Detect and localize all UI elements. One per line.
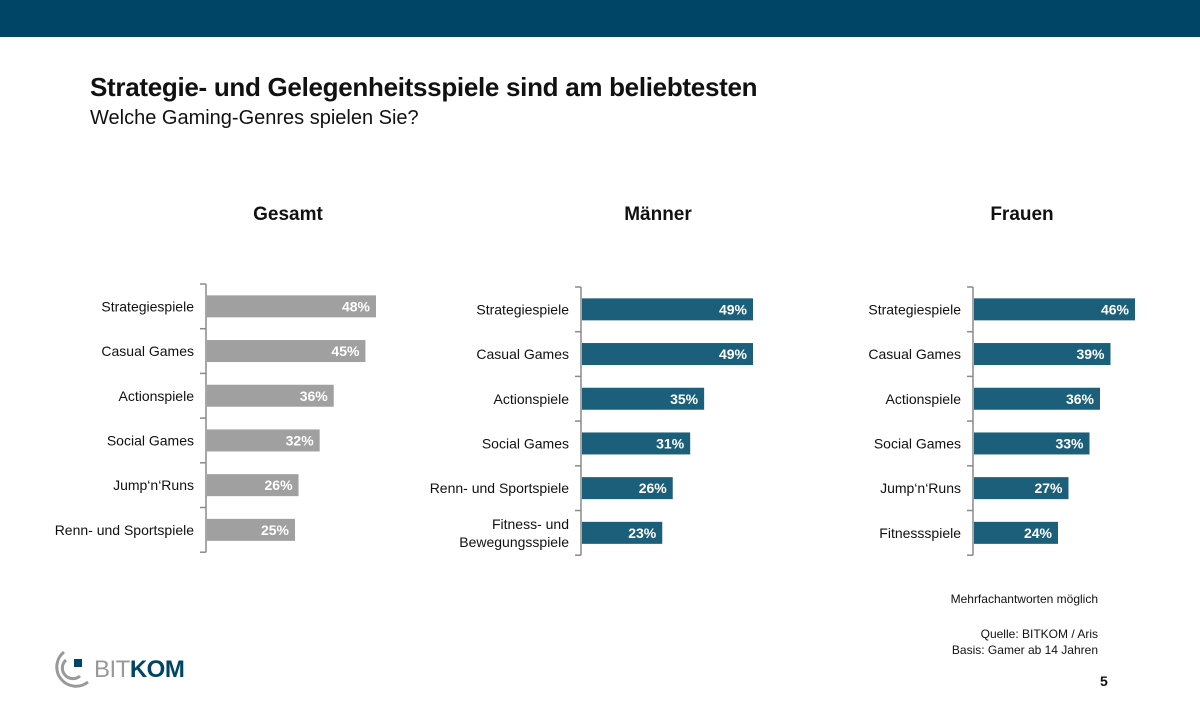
bar — [582, 387, 705, 410]
bar-value-label: 33% — [1055, 435, 1084, 451]
category-label: Casual Games — [476, 346, 569, 362]
category-label: Social Games — [874, 435, 961, 451]
bitkom-logo-icon — [55, 650, 89, 688]
bar-value-label: 39% — [1076, 346, 1105, 362]
slide-title: Strategie- und Gelegenheitsspiele sind a… — [90, 72, 758, 102]
category-label: Jump‘n‘Runs — [880, 480, 961, 496]
bar-value-label: 25% — [261, 522, 290, 538]
bar — [207, 340, 366, 363]
top-banner — [0, 0, 1200, 37]
slide-subtitle: Welche Gaming-Genres spielen Sie? — [90, 107, 419, 129]
bar-value-label: 27% — [1034, 480, 1063, 496]
bar — [974, 343, 1111, 366]
category-label: Strategiespiele — [476, 301, 569, 317]
category-label: Fitnessspiele — [879, 525, 961, 541]
bar — [974, 477, 1069, 500]
bar-value-label: 49% — [719, 346, 748, 362]
bar — [974, 432, 1090, 455]
panel-title-gesamt: Gesamt — [253, 204, 323, 225]
bar-value-label: 26% — [639, 480, 668, 496]
bar — [207, 429, 320, 452]
category-label: Renn- und Sportspiele — [55, 522, 195, 538]
bar — [207, 384, 334, 407]
bar — [207, 295, 376, 318]
bar-value-label: 24% — [1024, 525, 1053, 541]
bar-value-label: 32% — [286, 432, 315, 448]
bar-value-label: 31% — [656, 435, 685, 451]
source-note: Quelle: BITKOM / Aris — [980, 627, 1098, 641]
category-label: Social Games — [482, 435, 569, 451]
bar — [582, 343, 753, 366]
bar — [207, 518, 296, 541]
category-label: Casual Games — [868, 346, 961, 362]
category-label: Actionspiele — [494, 391, 570, 407]
category-label: Strategiespiele — [101, 298, 194, 314]
panel-title-frauen: Frauen — [990, 204, 1054, 225]
bar — [582, 432, 691, 455]
page-number: 5 — [1100, 673, 1108, 689]
bar — [974, 387, 1100, 410]
multiple-answers-note: Mehrfachantworten möglich — [950, 592, 1098, 606]
bar-value-label: 45% — [331, 343, 360, 359]
bar — [582, 477, 673, 500]
bar-value-label: 36% — [1066, 391, 1095, 407]
bar-value-label: 48% — [342, 298, 371, 314]
category-label: Actionspiele — [886, 391, 962, 407]
bar-value-label: 35% — [670, 391, 699, 407]
bar-value-label: 49% — [719, 301, 748, 317]
basis-note: Basis: Gamer ab 14 Jahren — [951, 643, 1098, 657]
bitkom-logo: BITKOM — [50, 648, 190, 688]
category-label: Social Games — [107, 432, 194, 448]
logo-text-kom: KOM — [129, 656, 185, 683]
logo-text-bit: BIT — [94, 656, 130, 683]
bar — [582, 521, 663, 544]
bar-value-label: 36% — [300, 388, 329, 404]
category-label: Actionspiele — [119, 388, 195, 404]
bar — [582, 298, 753, 321]
category-label: Fitness- und — [492, 516, 569, 532]
bar-value-label: 46% — [1101, 301, 1130, 317]
bar — [974, 298, 1135, 321]
category-label: Casual Games — [101, 343, 194, 359]
bar-value-label: 26% — [265, 477, 294, 493]
category-label: Jump‘n‘Runs — [113, 477, 194, 493]
category-label: Strategiespiele — [868, 301, 961, 317]
category-label: Bewegungsspiele — [459, 534, 569, 550]
bar — [974, 521, 1058, 544]
bar — [207, 474, 299, 497]
panel-title-maenner: Männer — [624, 204, 692, 225]
category-label: Renn- und Sportspiele — [430, 480, 570, 496]
bar-value-label: 23% — [628, 525, 657, 541]
